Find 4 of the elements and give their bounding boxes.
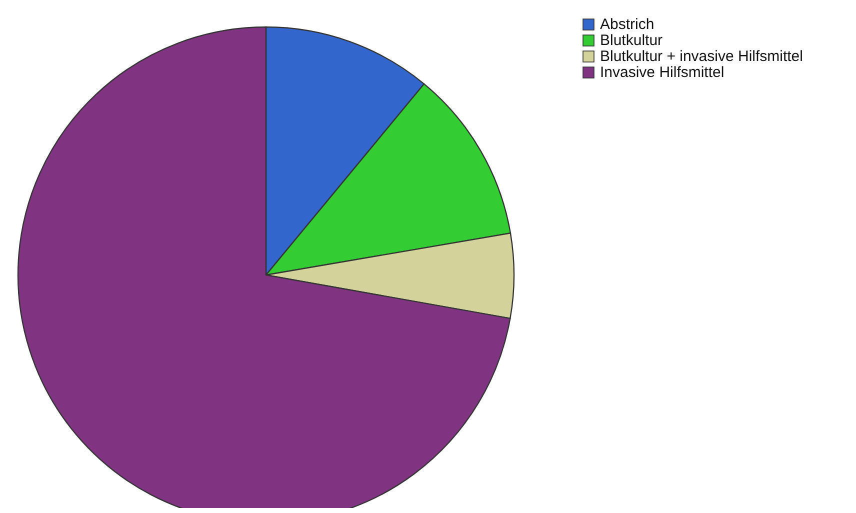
legend-label: Invasive Hilfsmittel [600, 64, 724, 81]
legend-label: Blutkultur + invasive Hilfsmittel [600, 48, 803, 65]
legend-label: Abstrich [600, 16, 654, 33]
legend-label: Blutkultur [600, 32, 663, 49]
